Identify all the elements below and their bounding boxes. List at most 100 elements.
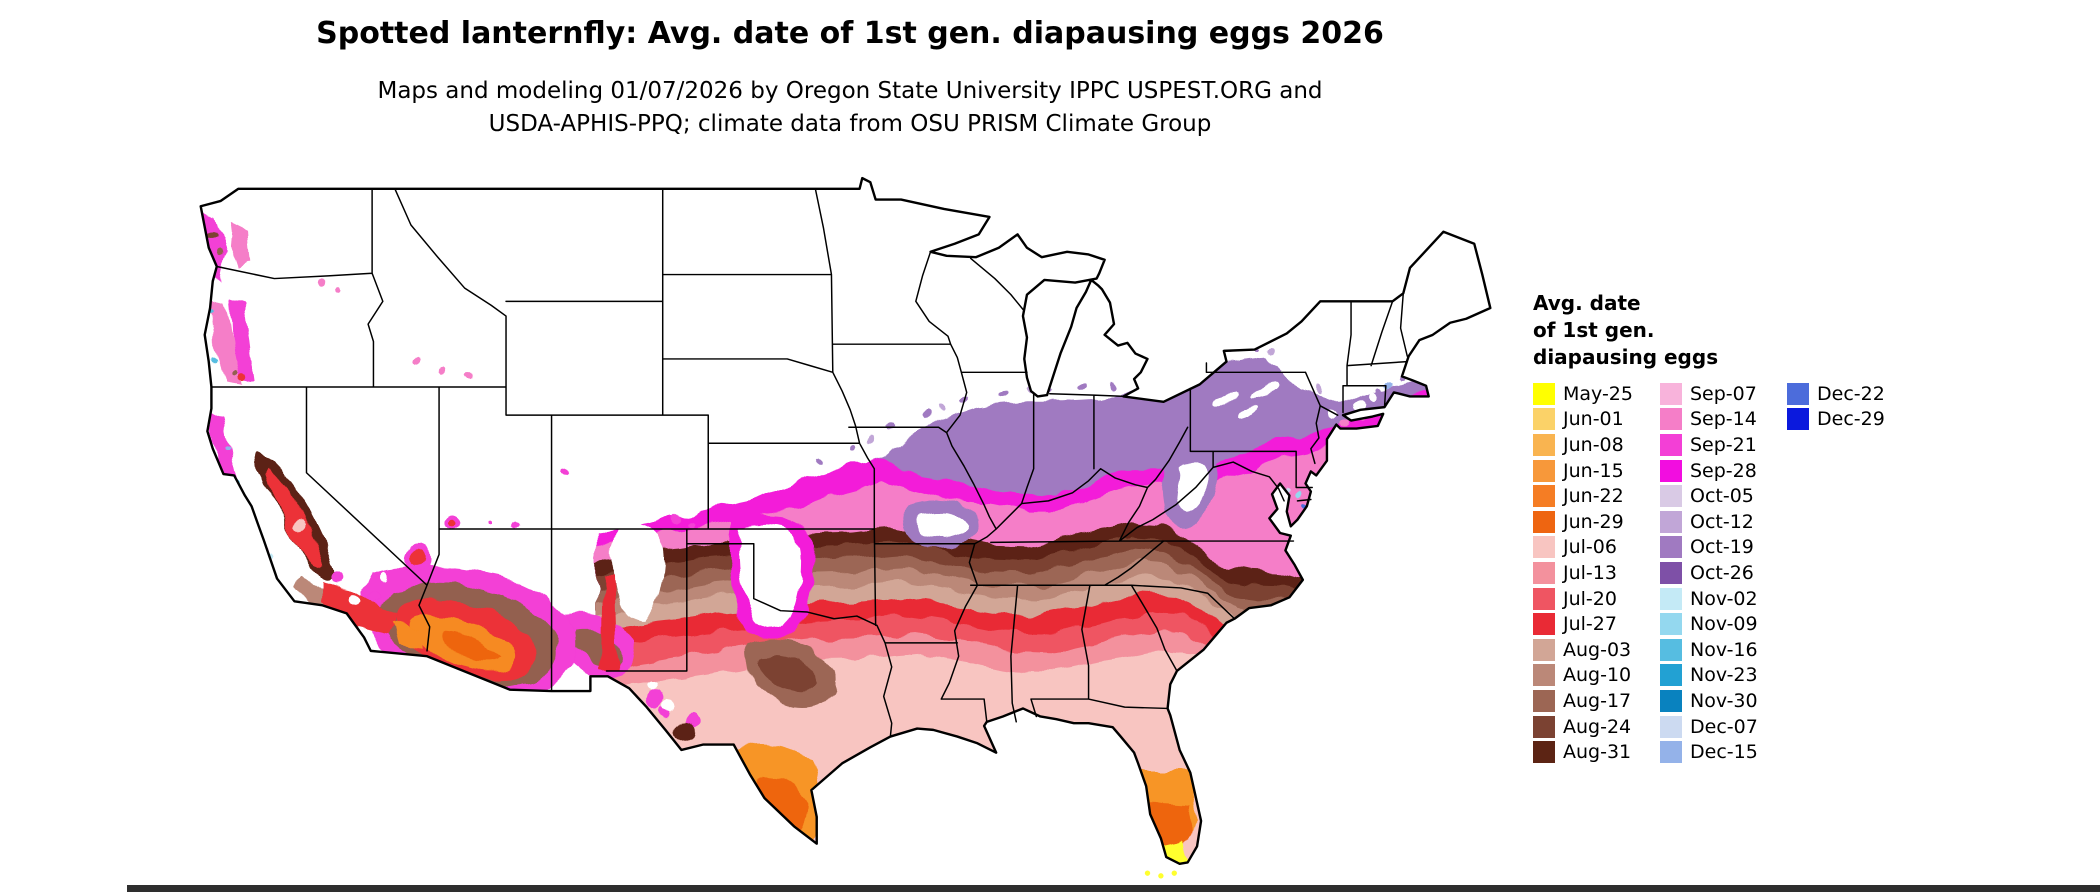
legend-label: Dec-22 [1817,382,1885,405]
header: Spotted lanternfly: Avg. date of 1st gen… [0,16,1700,141]
legend-label: Dec-29 [1817,408,1885,431]
legend-column: May-25 Jun-01 Jun-08 Jun-15 Jun-22 Jun-29 Jul-… [1533,381,1660,765]
legend-row: Sep-07 [1660,381,1787,407]
legend-label: May-25 [1563,382,1633,405]
legend-swatch [1533,587,1555,610]
legend-row: Jun-29 [1533,509,1660,535]
legend-row: Sep-14 [1660,407,1787,433]
legend-title-line-2: of 1st gen. [1533,318,1655,342]
legend-row: Oct-05 [1660,483,1787,509]
us-map-svg [199,176,1492,879]
legend-row: Jun-08 [1533,432,1660,458]
legend-row: Sep-21 [1660,432,1787,458]
legend-label: Jul-27 [1563,613,1617,636]
legend-label: Oct-05 [1690,485,1754,508]
legend-row: Jun-15 [1533,458,1660,484]
legend-swatch [1533,561,1555,584]
legend-label: Sep-28 [1690,459,1757,482]
legend-row: Aug-03 [1533,637,1660,663]
legend-label: Sep-21 [1690,433,1757,456]
legend-row: Sep-28 [1660,458,1787,484]
legend-row: Nov-30 [1660,688,1787,714]
legend-swatch [1533,536,1555,559]
subtitle-line-1: Maps and modeling 01/07/2026 by Oregon S… [377,78,1323,104]
legend-label: Jul-20 [1563,587,1617,610]
legend-label: Aug-24 [1563,715,1632,738]
legend-swatch [1533,664,1555,687]
legend-row: Jul-06 [1533,535,1660,561]
legend-row: Oct-26 [1660,560,1787,586]
legend-swatch [1660,510,1682,533]
legend-row: Jun-01 [1533,407,1660,433]
subtitle-line-2: USDA-APHIS-PPQ; climate data from OSU PR… [488,111,1212,137]
legend-swatch [1533,382,1555,405]
legend-row: Dec-22 [1787,381,1914,407]
legend-column: Sep-07 Sep-14 Sep-21 Sep-28 Oct-05 Oct-12 Oct-… [1660,381,1787,765]
legend-swatch [1660,689,1682,712]
legend-label: Dec-15 [1690,741,1758,764]
legend-label: Aug-03 [1563,638,1632,661]
legend-label: Nov-16 [1690,638,1758,661]
legend-swatch [1533,433,1555,456]
legend-label: Oct-12 [1690,510,1754,533]
legend-row: Aug-24 [1533,714,1660,740]
legend-swatch [1533,741,1555,764]
legend-label: Sep-07 [1690,382,1757,405]
legend-row: Oct-19 [1660,535,1787,561]
legend-swatch [1533,613,1555,636]
legend-title-line-3: diapausing eggs [1533,345,1719,369]
legend-label: Nov-02 [1690,587,1758,610]
page-title: Spotted lanternfly: Avg. date of 1st gen… [316,16,1384,51]
legend-swatch [1533,459,1555,482]
legend-label: Jun-22 [1563,485,1624,508]
legend-swatch [1660,408,1682,431]
legend-swatch [1660,741,1682,764]
legend-label: Jul-13 [1563,561,1617,584]
us-map [194,174,1493,884]
legend-label: Jun-15 [1563,459,1624,482]
legend-label: Jun-01 [1563,408,1624,431]
legend-swatch [1533,689,1555,712]
legend-label: Aug-10 [1563,664,1632,687]
legend-row: Aug-17 [1533,688,1660,714]
legend-label: Aug-31 [1563,741,1632,764]
legend-row: Nov-02 [1660,586,1787,612]
legend-row: Dec-15 [1660,739,1787,765]
legend-columns: May-25 Jun-01 Jun-08 Jun-15 Jun-22 Jun-29 Jul-… [1533,381,1914,765]
legend-row: May-25 [1533,381,1660,407]
legend-label: Aug-17 [1563,689,1632,712]
legend-swatch [1660,587,1682,610]
legend-swatch [1660,536,1682,559]
legend-swatch [1660,382,1682,405]
legend-row: Nov-23 [1660,663,1787,689]
legend-swatch [1660,433,1682,456]
legend-label: Jun-29 [1563,510,1624,533]
legend-row: Jul-27 [1533,611,1660,637]
legend-title: Avg. date of 1st gen. diapausing eggs [1533,290,1914,371]
legend-swatch [1660,638,1682,661]
legend-swatch [1533,715,1555,738]
legend-swatch [1533,510,1555,533]
legend-row: Jul-13 [1533,560,1660,586]
legend-swatch [1787,408,1809,431]
legend-swatch [1660,561,1682,584]
legend-label: Jun-08 [1563,433,1624,456]
legend-label: Sep-14 [1690,408,1757,431]
legend-label: Nov-09 [1690,613,1758,636]
legend-column: Dec-22 Dec-29 [1787,381,1914,765]
legend-row: Jul-20 [1533,586,1660,612]
legend-swatch [1660,485,1682,508]
legend-label: Nov-23 [1690,664,1758,687]
legend-title-line-1: Avg. date [1533,291,1641,315]
legend-swatch [1533,408,1555,431]
legend-swatch [1533,638,1555,661]
map-legend: Avg. date of 1st gen. diapausing eggs Ma… [1533,290,1914,765]
legend-swatch [1660,715,1682,738]
legend-label: Jul-06 [1563,536,1617,559]
legend-row: Nov-16 [1660,637,1787,663]
bottom-bar [127,885,2100,892]
subtitle: Maps and modeling 01/07/2026 by Oregon S… [0,75,1700,141]
legend-label: Dec-07 [1690,715,1758,738]
florida-keys [1144,870,1177,879]
